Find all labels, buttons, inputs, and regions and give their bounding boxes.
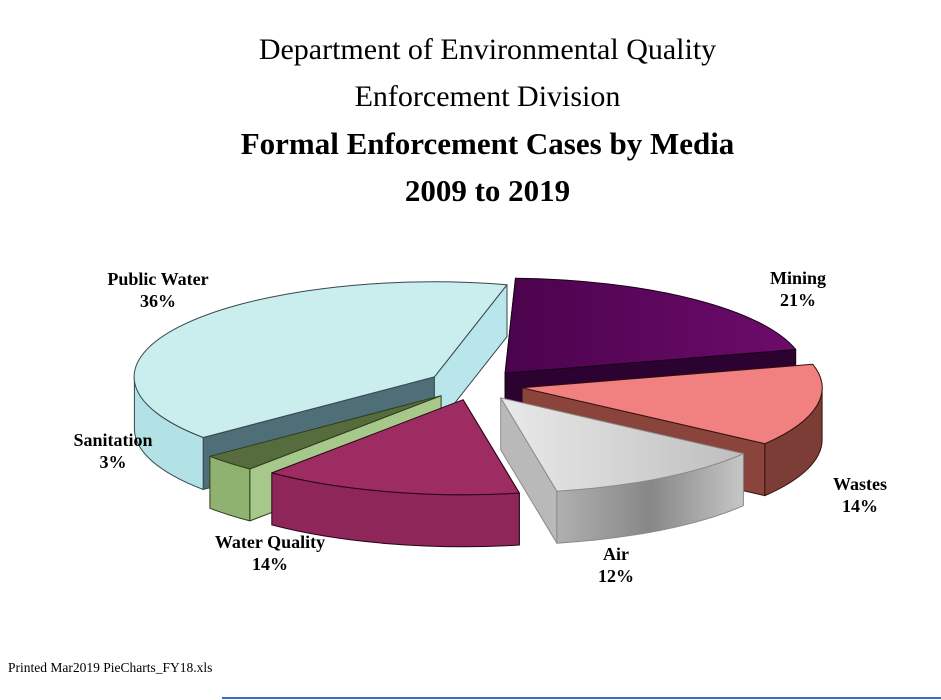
slice-name: Public Water <box>107 269 209 289</box>
bottom-border-line <box>222 697 941 699</box>
slice-name: Water Quality <box>214 532 326 552</box>
chart-title: Department of Environmental Quality Enfo… <box>17 26 941 214</box>
slice-name: Mining <box>769 268 827 288</box>
title-line-1: Department of Environmental Quality <box>258 33 717 66</box>
pie-slice-air <box>500 397 744 544</box>
slice-pct: 14% <box>842 495 878 516</box>
pie-slice-water-quality <box>271 399 520 548</box>
slice-label-wastes: Wastes 14% <box>833 474 887 517</box>
slice-pct: 21% <box>779 289 816 310</box>
slice-label-mining: Mining 21% <box>770 268 826 311</box>
title-line-2: Enforcement Division <box>354 80 621 113</box>
slice-pct: 3% <box>99 451 127 472</box>
slice-label-air: Air 12% <box>598 544 634 587</box>
slice-label-public-water: Public Water 36% <box>107 269 208 312</box>
slice-name: Wastes <box>833 474 887 494</box>
slice-label-sanitation: Sanitation 3% <box>73 430 152 473</box>
slice-label-water-quality: Water Quality 14% <box>215 532 325 575</box>
title-line-4: 2009 to 2019 <box>404 173 571 208</box>
slice-pct: 14% <box>251 553 288 574</box>
printed-note: Printed Mar2019 PieCharts_FY18.xls <box>8 660 213 675</box>
slice-name: Air <box>603 544 629 564</box>
slice-name: Sanitation <box>73 430 153 450</box>
slice-pct: 36% <box>139 290 176 311</box>
title-line-3: Formal Enforcement Cases by Media <box>240 126 735 161</box>
slice-pct: 12% <box>598 565 634 586</box>
